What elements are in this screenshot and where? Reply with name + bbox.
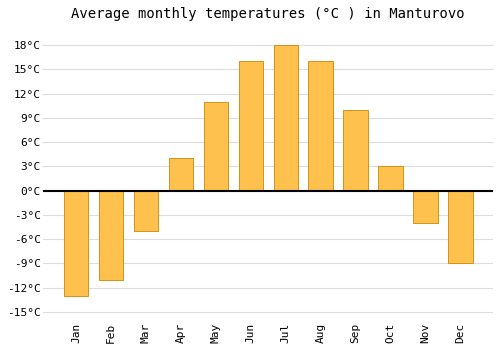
Bar xyxy=(344,110,368,191)
Bar xyxy=(99,191,124,280)
Bar xyxy=(413,191,438,223)
Bar xyxy=(168,159,193,191)
Bar xyxy=(448,191,472,264)
Bar xyxy=(204,102,228,191)
Bar xyxy=(238,61,263,191)
Bar xyxy=(64,191,88,296)
Bar xyxy=(274,45,298,191)
Title: Average monthly temperatures (°C ) in Manturovo: Average monthly temperatures (°C ) in Ma… xyxy=(72,7,465,21)
Bar xyxy=(378,167,403,191)
Bar xyxy=(308,61,333,191)
Bar xyxy=(134,191,158,231)
